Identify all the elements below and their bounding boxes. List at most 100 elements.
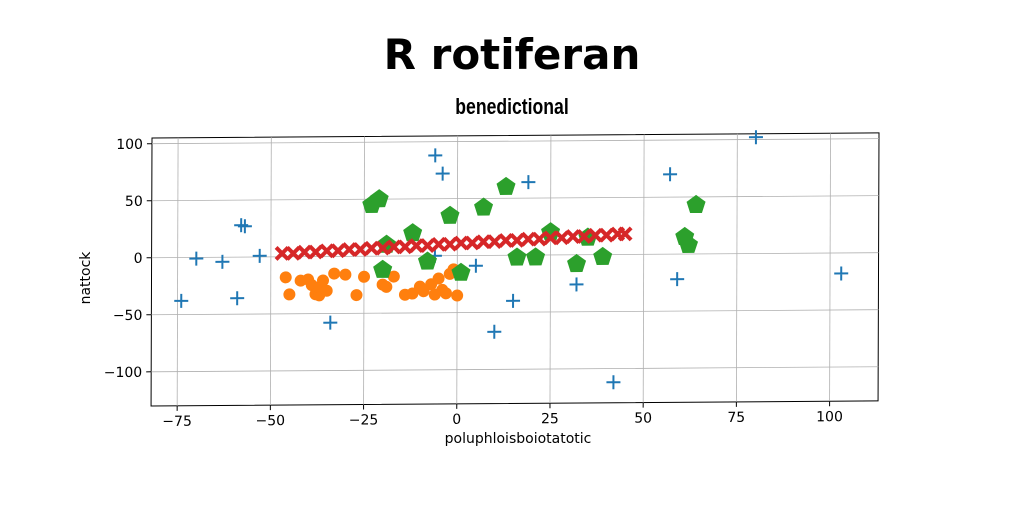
x-point [554, 230, 570, 246]
x-point [297, 244, 312, 260]
y-tick-label: −100 [104, 365, 143, 381]
circle-point [283, 288, 296, 301]
x-tick-label: 25 [541, 411, 559, 427]
pentagon-point [373, 259, 393, 278]
pentagon-point [567, 253, 587, 273]
plus-point [748, 130, 763, 145]
x-point [576, 229, 592, 244]
plot-area [150, 132, 880, 407]
x-point [498, 233, 514, 248]
y-grid-line [151, 366, 879, 373]
y-tick-label: 0 [134, 251, 143, 267]
pentagon-point [507, 247, 527, 266]
circle-point [432, 272, 445, 285]
circle-point [387, 270, 400, 283]
pentagon-point [496, 176, 516, 195]
x-point [386, 239, 402, 255]
x-point [330, 243, 346, 259]
pentagon-point [369, 189, 389, 208]
y-grid-line [151, 309, 879, 316]
plus-point [834, 266, 849, 281]
x-point [476, 234, 491, 250]
chart-subtitle: benedictional [455, 94, 569, 119]
x-point [319, 243, 335, 259]
pentagon-point [403, 223, 423, 242]
x-tick-label: −75 [162, 414, 192, 430]
y-tick-label: 100 [116, 137, 143, 153]
plus-point [506, 293, 521, 308]
x-point [442, 236, 458, 252]
x-point [364, 240, 380, 256]
x-point [487, 234, 503, 250]
plus-point [468, 258, 483, 273]
pentagon-point [474, 197, 494, 216]
x-point [375, 240, 391, 256]
pentagon-point [526, 247, 546, 266]
pentagon-point [593, 246, 613, 265]
x-point [587, 227, 603, 243]
x-tick-label: −25 [349, 412, 379, 428]
x-grid-line [549, 135, 552, 404]
plus-point [521, 175, 536, 190]
circle-point [320, 284, 333, 297]
plus-point [189, 251, 204, 266]
x-point [274, 245, 290, 261]
plus-point [670, 272, 685, 287]
circle-point [428, 288, 441, 301]
x-grid-line [642, 134, 645, 403]
plus-point [237, 219, 252, 234]
y-grid-line [151, 138, 879, 145]
plus-point [252, 248, 267, 263]
x-tick-label: −50 [256, 413, 286, 429]
x-point [408, 238, 424, 254]
x-point [352, 242, 368, 257]
y-axis-label: nattock [78, 251, 94, 305]
x-tick-label: 100 [816, 409, 843, 425]
x-point [420, 238, 435, 254]
x-point [531, 231, 547, 247]
x-point [397, 239, 413, 255]
x-grid-line [363, 136, 365, 405]
plus-point [435, 166, 450, 181]
circle-point [380, 280, 393, 293]
circle-point [350, 289, 363, 302]
plus-point [663, 167, 678, 182]
x-point [464, 235, 480, 251]
x-point [431, 236, 447, 252]
pentagon-point [417, 251, 437, 270]
x-point [543, 230, 558, 246]
circle-point [279, 271, 292, 284]
plus-point [606, 375, 621, 390]
circle-point [451, 289, 464, 302]
x-tick-label: 0 [452, 412, 461, 428]
circle-point [316, 274, 329, 287]
y-tick-label: 50 [125, 194, 143, 210]
x-point [617, 226, 633, 242]
circle-point [339, 268, 352, 281]
circle-point [328, 267, 341, 280]
x-grid-line [176, 137, 179, 406]
x-point [308, 244, 324, 260]
pentagon-point [451, 262, 471, 281]
y-tick-label: −50 [113, 308, 143, 324]
pentagon-point [440, 205, 460, 224]
pentagon-point [686, 194, 706, 214]
pentagon-point [679, 234, 699, 253]
circle-point [358, 270, 371, 283]
plus-point [323, 315, 338, 330]
x-tick-label: 75 [727, 410, 745, 426]
x-point [599, 227, 614, 243]
chart-title: R rotiferan [383, 30, 641, 79]
plus-point [569, 277, 584, 292]
x-point [341, 242, 357, 257]
y-grid-line [151, 195, 879, 202]
plus-point [215, 254, 230, 269]
x-point [509, 232, 525, 248]
plus-point [487, 324, 502, 339]
x-point [285, 245, 301, 261]
x-point [453, 235, 469, 251]
x-axis-label: poluphloisboiotatotic [445, 431, 592, 447]
x-grid-line [829, 133, 831, 402]
x-point [565, 229, 581, 245]
x-tick-label: 50 [634, 411, 652, 427]
